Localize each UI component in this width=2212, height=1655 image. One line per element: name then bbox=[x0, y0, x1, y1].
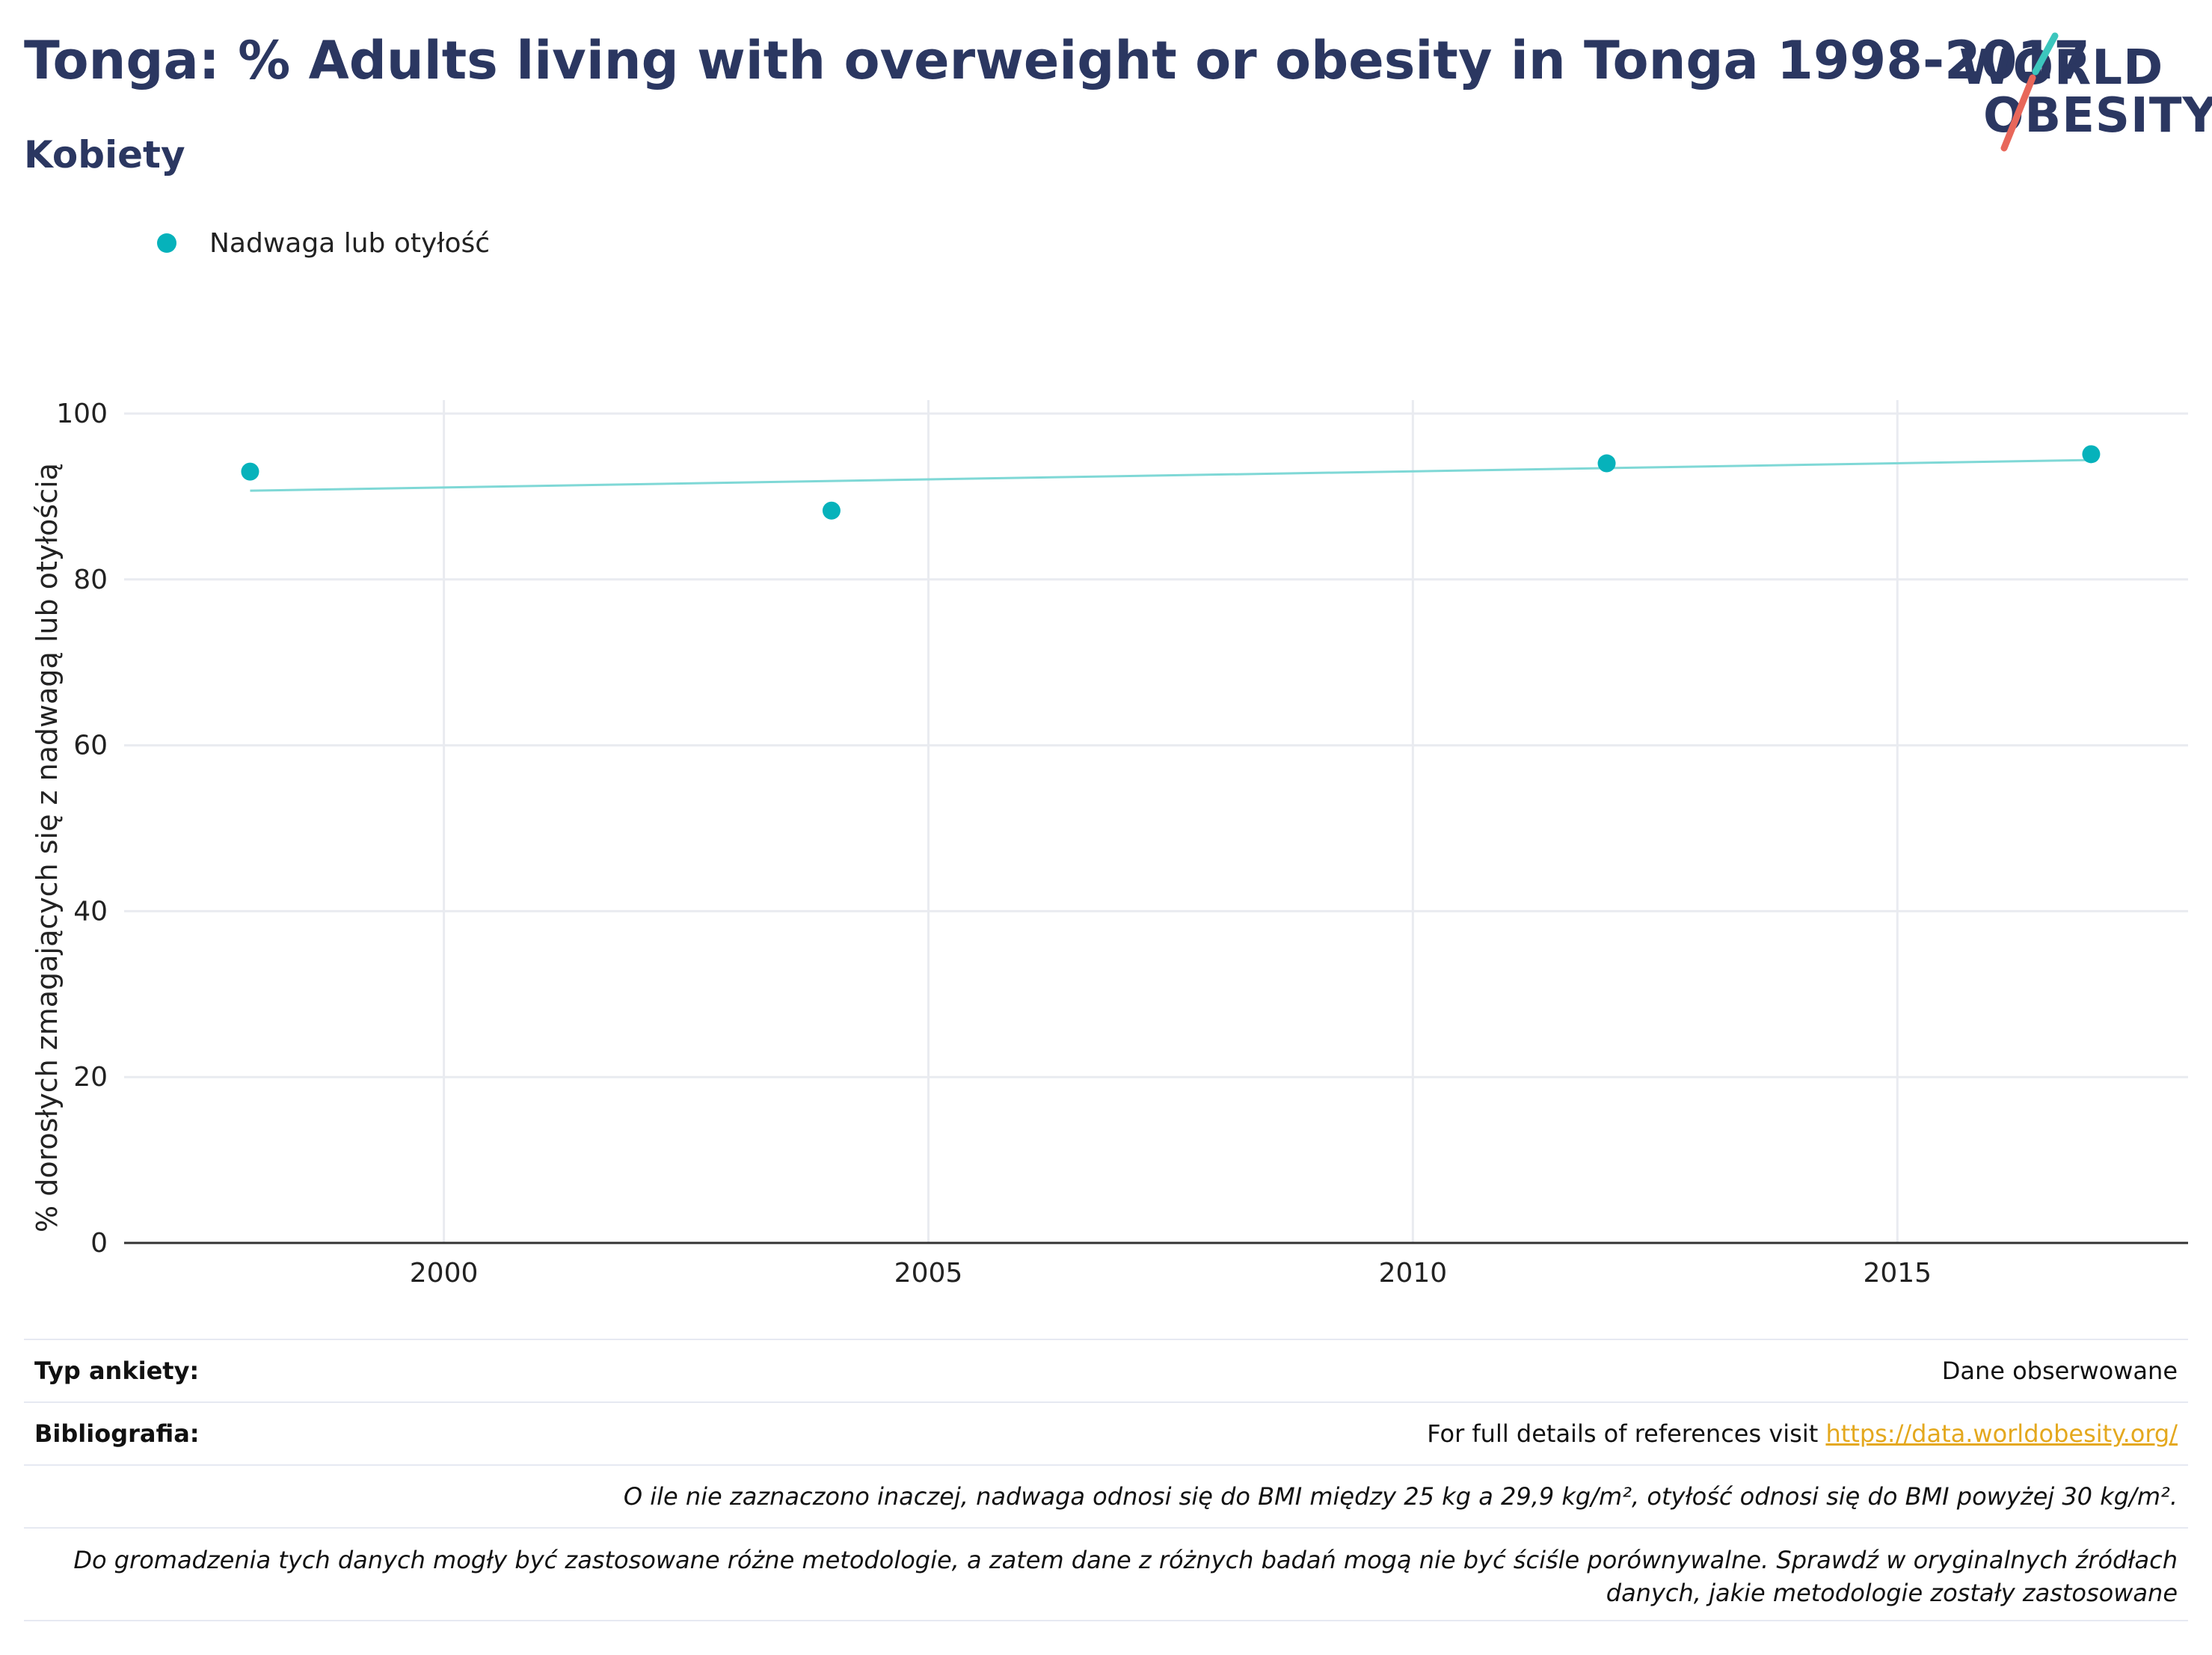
x-tick-label: 2005 bbox=[894, 1258, 963, 1289]
data-point bbox=[2082, 445, 2101, 464]
survey-type-row: Typ ankiety: Dane obserwowane bbox=[24, 1339, 2188, 1401]
world-obesity-logo: WORLD OBESITY bbox=[1944, 22, 2212, 157]
logo-slash-icon bbox=[2000, 32, 2059, 152]
data-point bbox=[241, 462, 259, 481]
methodology-note-row: Do gromadzenia tych danych mogły być zas… bbox=[24, 1527, 2188, 1621]
survey-type-value: Dane obserwowane bbox=[1941, 1357, 2178, 1385]
x-tick-label: 2000 bbox=[410, 1258, 479, 1289]
y-tick-label: 100 bbox=[56, 399, 108, 429]
y-tick-label: 40 bbox=[73, 896, 108, 927]
chart-title: Tonga: % Adults living with overweight o… bbox=[24, 30, 2090, 91]
data-point bbox=[822, 501, 841, 520]
survey-type-label: Typ ankiety: bbox=[34, 1357, 200, 1385]
y-tick-label: 20 bbox=[73, 1062, 108, 1093]
y-tick-label: 80 bbox=[73, 565, 108, 595]
bibliography-text: For full details of references visit bbox=[1427, 1419, 1826, 1448]
definition-note: O ile nie zaznaczono inaczej, nadwaga od… bbox=[623, 1482, 2178, 1511]
scatter-chart[interactable]: 0 20 40 60 80 100 2000 2005 2010 2015 % dorosłych … bbox=[0, 359, 2212, 1294]
data-point bbox=[1597, 454, 1616, 473]
bibliography-value: For full details of references visit htt… bbox=[1427, 1419, 2178, 1448]
bibliography-label: Bibliografia: bbox=[34, 1419, 200, 1448]
bibliography-row: Bibliografia: For full details of refere… bbox=[24, 1401, 2188, 1464]
x-tick-label: 2015 bbox=[1863, 1258, 1932, 1289]
x-tick-label: 2010 bbox=[1379, 1258, 1448, 1289]
legend-marker bbox=[157, 233, 176, 253]
chart-footer: Typ ankiety: Dane obserwowane Bibliograf… bbox=[24, 1339, 2188, 1621]
chart-legend[interactable]: Nadwaga lub otyłość bbox=[157, 224, 490, 262]
trend-line bbox=[250, 458, 2092, 492]
definition-note-row: O ile nie zaznaczono inaczej, nadwaga od… bbox=[24, 1464, 2188, 1527]
bibliography-link[interactable]: https://data.worldobesity.org/ bbox=[1825, 1419, 2178, 1448]
y-tick-label: 0 bbox=[90, 1228, 108, 1259]
methodology-note: Do gromadzenia tych danych mogły być zas… bbox=[73, 1546, 2178, 1607]
y-axis-title: % dorosłych zmagających się z nadwagą lu… bbox=[31, 463, 64, 1232]
legend-label: Nadwaga lub otyłość bbox=[209, 227, 491, 259]
chart-subtitle: Kobiety bbox=[24, 133, 185, 176]
y-tick-label: 60 bbox=[73, 731, 108, 761]
logo-word-world: WORLD bbox=[1959, 40, 2164, 96]
